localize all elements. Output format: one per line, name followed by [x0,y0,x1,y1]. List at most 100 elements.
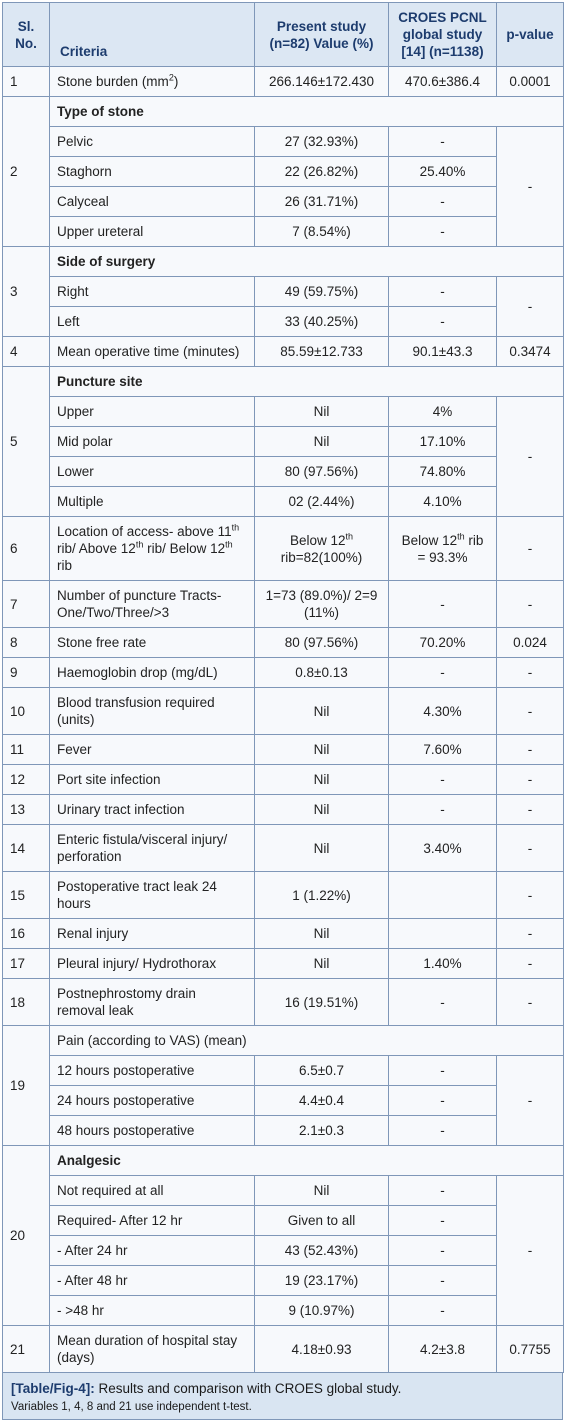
caption-note: Variables 1, 4, 8 and 21 use independent… [11,1401,252,1413]
present-study: Nil [254,396,389,427]
criteria: Blood transfusion required (units) [49,687,255,735]
croes-study: 4.30% [388,687,497,735]
superscript: th [135,539,144,550]
present-study: Nil [254,948,389,979]
table-row: 24 hours postoperative 4.4±0.4- [3,1085,564,1116]
group-heading: Side of surgery [49,246,564,277]
croes-study: Below 12th rib = 93.3% [388,516,497,581]
present-study: 0.8±0.13 [254,657,389,688]
criteria: - After 24 hr [49,1235,255,1266]
table-row: 18 Postnephrostomy drain removal leak 16 (… [2,978,564,1026]
present-study: 2.1±0.3 [254,1115,389,1146]
criteria: - After 48 hr [49,1265,255,1296]
text-part: rib/ Above 12 [57,541,136,556]
group-heading-row: 20 Analgesic [2,1145,564,1326]
criteria: - >48 hr [49,1295,255,1326]
croes-study: - [388,657,497,688]
present-study: 6.5±0.7 [254,1055,389,1086]
croes-study: 470.6±386.4 [388,66,497,97]
table-row: 48 hours postoperative 2.1±0.3- [3,1115,564,1146]
superscript: th [231,522,240,533]
serial-number: 13 [2,794,50,825]
p-value: - [496,918,564,949]
table-row: 8 Stone free rate 80 (97.56%) 70.20% 0.024 [2,627,564,658]
criteria: Stone burden (mm2) [49,66,255,97]
serial-number: 14 [2,824,50,872]
present-study: 85.59±12.733 [254,336,389,367]
text-part: Below 12 [401,532,458,548]
table-row: 15 Postoperative tract leak 24 hours 1 (1.… [2,871,564,919]
table-row: Staghorn 22 (26.82%) 25.40% [3,156,564,187]
criteria: Postnephrostomy drain removal leak [49,978,255,1026]
croes-study: 70.20% [388,627,497,658]
table-row: Required- After 12 hr Given to all - [3,1205,564,1236]
table-row: Upper ureteral 7 (8.54%) - [3,216,564,247]
criteria: Haemoglobin drop (mg/dL) [49,657,255,688]
present-study: 266.146±172.430 [254,66,389,97]
column-header: CROES PCNL global study [14] (n=1138) [388,2,497,67]
p-value: - [496,948,564,979]
p-value: - [496,764,564,795]
croes-study: - [388,794,497,825]
present-study: 7 (8.54%) [254,216,389,247]
serial-number: 18 [2,978,50,1026]
column-header: Present study (n=82) Value (%) [254,2,389,67]
group-heading: Puncture site [49,366,564,397]
table-row: 6 Location of access- above 11th rib/ Abo… [2,516,564,581]
p-value: - [496,1055,564,1146]
table-row: 16 Renal injury Nil - [2,918,564,949]
present-study: Nil [254,794,389,825]
croes-study: 1.40% [388,948,497,979]
group-heading-row: 19 Pain (according to VAS) (mean) [2,1025,564,1146]
croes-study: 17.10% [388,426,497,457]
text-part: Location of access- above 11 [57,524,232,539]
group-heading: Pain (according to VAS) (mean) [49,1025,564,1056]
criteria: 24 hours postoperative [49,1085,255,1116]
p-value: - [496,126,564,247]
table-row: Upper Nil 4% - [3,396,564,517]
table-row: - >48 hr 9 (10.97%) - [3,1295,564,1326]
criteria: Multiple [49,486,255,517]
table-row: 1 Stone burden (mm2) 266.146±172.430 470.6±… [2,66,564,97]
criteria: Mean operative time (minutes) [49,336,255,367]
croes-study: 3.40% [388,824,497,872]
croes-study: - [388,580,497,628]
criteria: Upper [49,396,255,427]
criteria: Staghorn [49,156,255,187]
p-value: - [496,871,564,919]
p-value: 0.3474 [496,336,564,367]
serial-number: 7 [2,580,50,628]
p-value: - [496,734,564,765]
p-value: - [496,978,564,1026]
croes-study: - [388,216,497,247]
table-body: 1 Stone burden (mm2) 266.146±172.430 470.6±… [2,66,564,1373]
group-heading-row: 5 Puncture site [2,366,564,517]
criteria: Mid polar [49,426,255,457]
serial-number: 21 [2,1325,50,1373]
criteria: Upper ureteral [49,216,255,247]
serial-number: 1 [2,66,50,97]
croes-study: - [388,1175,497,1206]
table-row: 14 Enteric fistula/visceral injury/ perfo… [2,824,564,872]
present-study: 80 (97.56%) [254,627,389,658]
criteria: Postoperative tract leak 24 hours [49,871,255,919]
croes-study: - [388,1235,497,1266]
criteria: Port site infection [49,764,255,795]
table-row: 11 Fever Nil 7.60% - [2,734,564,765]
croes-study: 4% [388,396,497,427]
table-row: Left 33 (40.25%) - [3,306,564,337]
criteria: Enteric fistula/visceral injury/ perfora… [49,824,255,872]
serial-number: 12 [2,764,50,795]
table-row: Calyceal 26 (31.71%) - [3,186,564,217]
column-header: p-value [496,2,564,67]
criteria: Required- After 12 hr [49,1205,255,1236]
table-row: Pelvic 27 (32.93%) - - [3,126,564,247]
croes-study: - [388,306,497,337]
table-row: 9 Haemoglobin drop (mg/dL) 0.8±0.13- - [2,657,564,688]
croes-study: - [388,276,497,307]
present-study: Nil [254,764,389,795]
present-study: Nil [254,426,389,457]
criteria: Right [49,276,255,307]
table-row: 21 Mean duration of hospital stay (days) 4… [2,1325,564,1373]
serial-number: 15 [2,871,50,919]
